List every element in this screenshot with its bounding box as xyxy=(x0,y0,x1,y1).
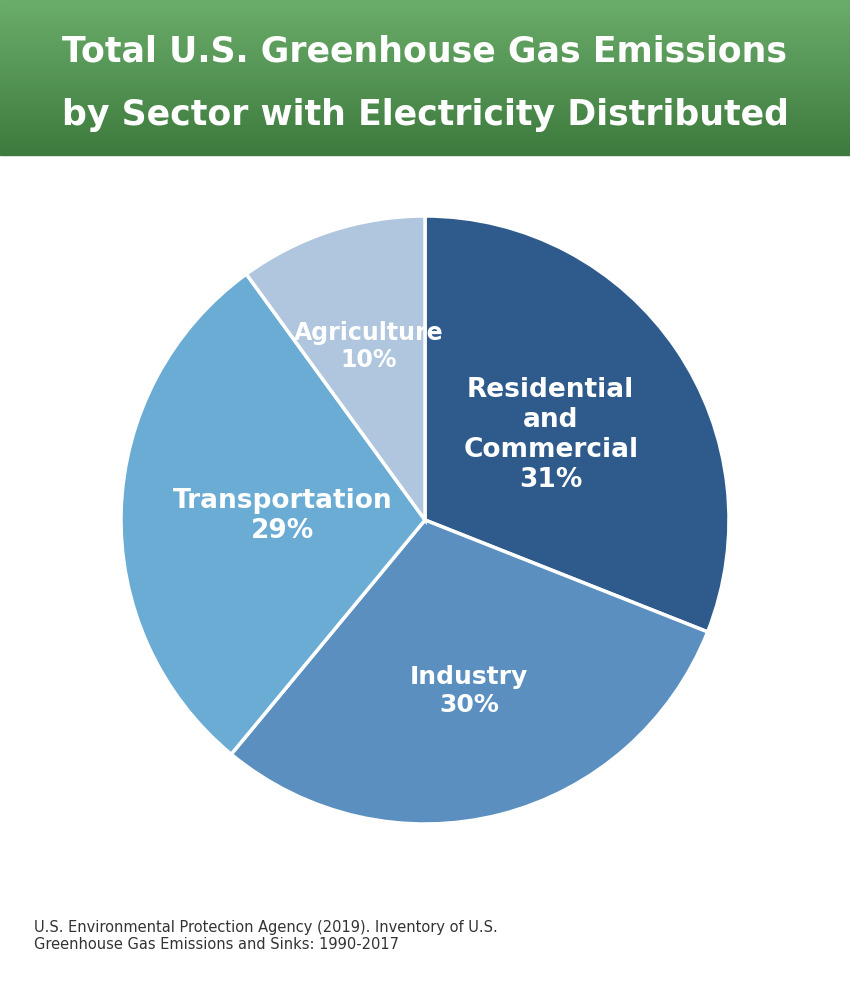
Bar xyxy=(0,116,850,118)
Bar xyxy=(0,149,850,151)
Text: Industry
30%: Industry 30% xyxy=(410,665,528,717)
Bar xyxy=(0,14,850,15)
Bar xyxy=(0,41,850,43)
Text: Residential
and
Commercial
31%: Residential and Commercial 31% xyxy=(463,377,638,493)
Bar xyxy=(0,52,850,54)
Text: U.S. Environmental Protection Agency (2019). Inventory of U.S.
Greenhouse Gas Em: U.S. Environmental Protection Agency (20… xyxy=(34,920,498,952)
Bar xyxy=(0,56,850,58)
Bar xyxy=(0,19,850,21)
Bar xyxy=(0,132,850,134)
Bar xyxy=(0,12,850,14)
Bar xyxy=(0,43,850,45)
Bar xyxy=(0,118,850,120)
Bar xyxy=(0,74,850,76)
Bar xyxy=(0,87,850,89)
Bar xyxy=(0,23,850,25)
Bar xyxy=(0,58,850,60)
Bar xyxy=(0,130,850,132)
Bar xyxy=(0,134,850,136)
Bar xyxy=(0,141,850,143)
Bar xyxy=(0,112,850,114)
Bar xyxy=(0,145,850,147)
Bar xyxy=(0,99,850,101)
Bar xyxy=(0,76,850,78)
Bar xyxy=(0,103,850,105)
Bar xyxy=(0,0,850,2)
Bar xyxy=(0,10,850,12)
Bar xyxy=(0,46,850,48)
Bar xyxy=(0,110,850,112)
Bar xyxy=(0,105,850,107)
Bar xyxy=(0,27,850,29)
Bar xyxy=(0,85,850,87)
Wedge shape xyxy=(231,520,708,824)
Bar xyxy=(0,151,850,153)
Bar xyxy=(0,6,850,8)
Bar xyxy=(0,8,850,10)
Bar xyxy=(0,78,850,79)
Bar xyxy=(0,37,850,39)
Bar xyxy=(0,68,850,70)
Bar xyxy=(0,81,850,83)
Bar xyxy=(0,70,850,72)
Text: Total U.S. Greenhouse Gas Emissions: Total U.S. Greenhouse Gas Emissions xyxy=(63,34,787,68)
Bar xyxy=(0,124,850,126)
Bar xyxy=(0,91,850,93)
Bar xyxy=(0,107,850,108)
Bar xyxy=(0,128,850,130)
Bar xyxy=(0,48,850,50)
Bar xyxy=(0,25,850,27)
Bar xyxy=(0,33,850,35)
Bar xyxy=(0,29,850,31)
Bar xyxy=(0,83,850,85)
Bar xyxy=(0,136,850,138)
Bar xyxy=(0,108,850,110)
Bar xyxy=(0,139,850,141)
Bar xyxy=(0,143,850,145)
Bar xyxy=(0,60,850,62)
Bar xyxy=(0,50,850,52)
Bar xyxy=(0,114,850,116)
Bar xyxy=(0,4,850,6)
Bar xyxy=(0,120,850,122)
Bar xyxy=(0,64,850,66)
Bar xyxy=(0,54,850,56)
Bar xyxy=(0,101,850,103)
Bar xyxy=(0,62,850,64)
Text: by Sector with Electricity Distributed: by Sector with Electricity Distributed xyxy=(61,98,789,132)
Wedge shape xyxy=(246,216,425,520)
Bar xyxy=(0,31,850,33)
Bar xyxy=(0,95,850,97)
Wedge shape xyxy=(425,216,729,632)
Bar xyxy=(0,89,850,91)
Text: Transportation
29%: Transportation 29% xyxy=(173,488,392,544)
Bar xyxy=(0,153,850,155)
Bar xyxy=(0,15,850,17)
Bar xyxy=(0,17,850,19)
Bar xyxy=(0,79,850,81)
Wedge shape xyxy=(121,274,425,754)
Bar xyxy=(0,147,850,149)
Bar xyxy=(0,97,850,99)
Bar xyxy=(0,35,850,37)
Text: Agriculture
10%: Agriculture 10% xyxy=(294,321,444,372)
Bar xyxy=(0,39,850,41)
Bar xyxy=(0,72,850,74)
Bar xyxy=(0,122,850,124)
Bar xyxy=(0,66,850,68)
Bar xyxy=(0,138,850,139)
Bar xyxy=(0,126,850,128)
Bar xyxy=(0,21,850,23)
Bar xyxy=(0,93,850,95)
Bar xyxy=(0,2,850,4)
Bar xyxy=(0,45,850,46)
